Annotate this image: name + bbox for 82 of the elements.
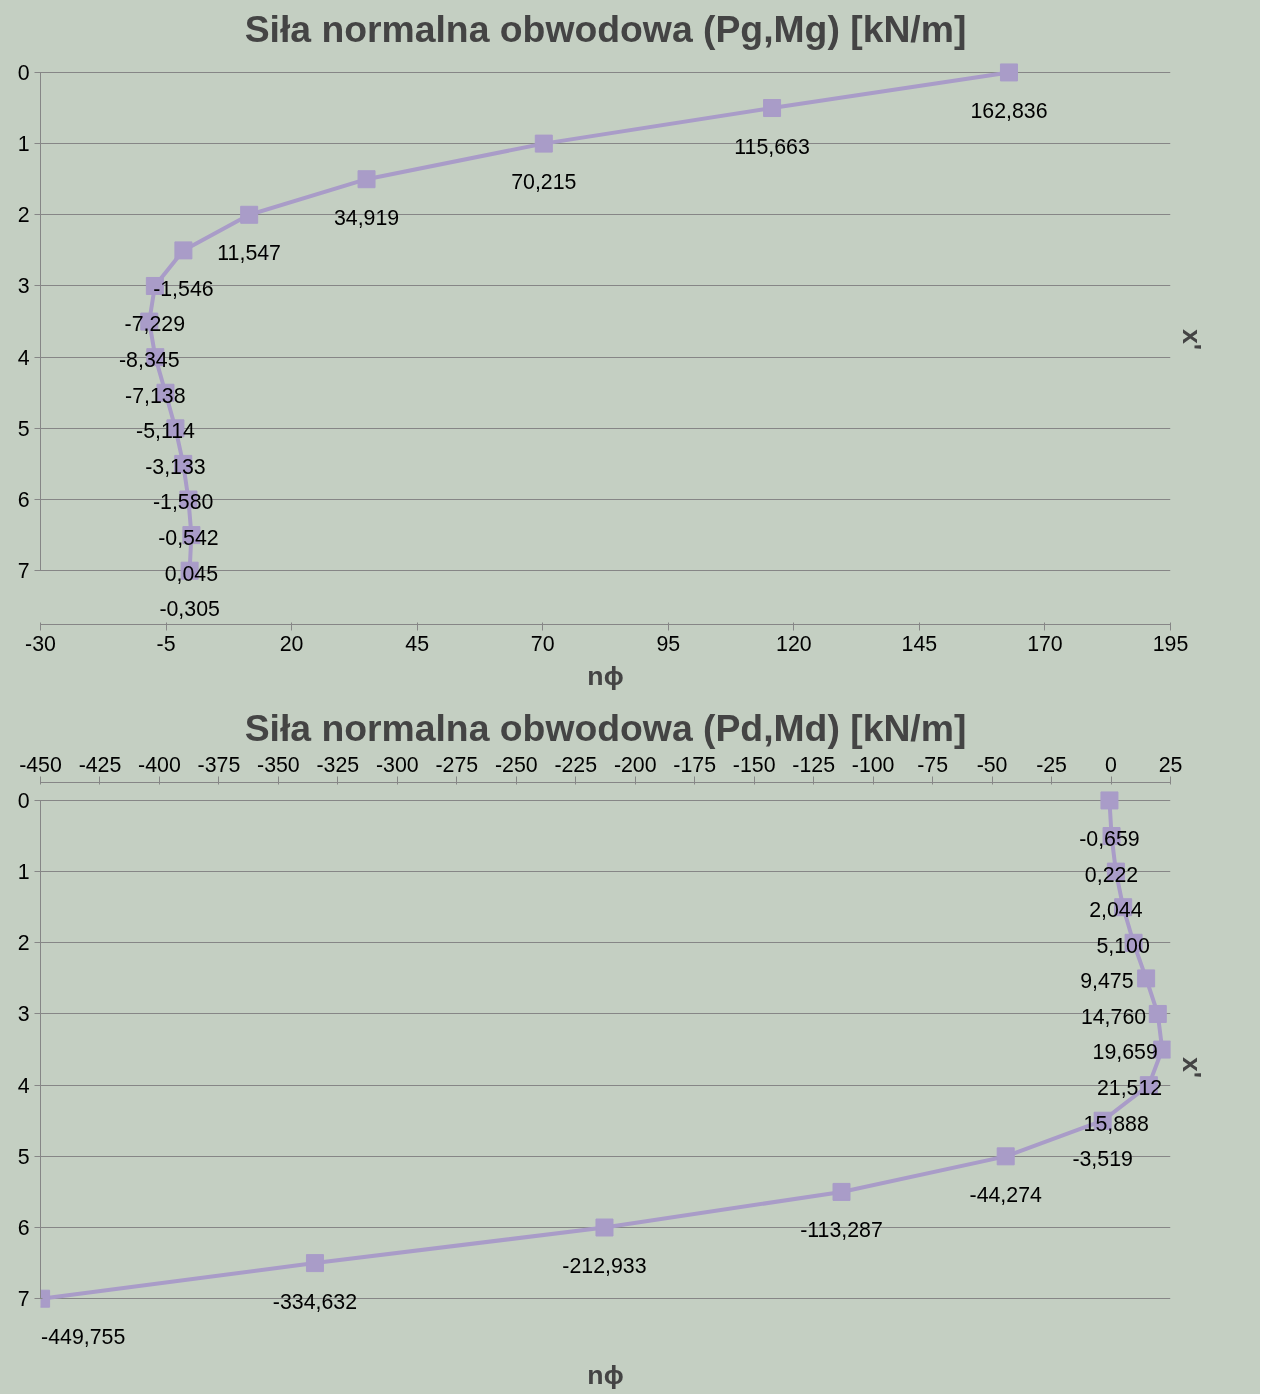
data-label: -7,138 (125, 383, 186, 408)
y-tick-label: 0 (17, 60, 30, 85)
data-label: 0,222 (1084, 862, 1139, 887)
chart-title: Siła normalna obwodowa (Pd,Md) [kN/m] (244, 706, 967, 749)
y-tick-label: 3 (17, 1002, 30, 1027)
data-label: -0,659 (1079, 826, 1140, 851)
x-tick-label: 25 (1158, 752, 1183, 777)
x-tick-label: -250 (494, 752, 538, 777)
y-tick-label: 3 (17, 274, 30, 299)
x-tick-label: -350 (257, 752, 300, 777)
y-tick-label: 4 (17, 345, 30, 370)
y-axis-title: x' (1176, 1056, 1207, 1079)
data-label: 115,663 (734, 134, 810, 159)
data-label: -5,114 (136, 419, 196, 444)
data-label: 9,475 (1080, 969, 1134, 994)
y-tick-label: 5 (17, 416, 30, 441)
x-tick-label: -425 (78, 752, 122, 777)
y-tick-label: 7 (17, 559, 30, 584)
y-tick-label: 6 (17, 1216, 30, 1241)
x-tick-label: -200 (613, 752, 657, 777)
y-tick-label: 4 (17, 1073, 30, 1098)
data-label: 0,045 (164, 561, 219, 586)
x-tick-label: -75 (917, 752, 949, 777)
data-label: -1,546 (153, 276, 214, 301)
y-tick-label: 2 (17, 931, 30, 956)
x-axis-title: nϕ (587, 660, 624, 691)
data-label: 2,044 (1089, 898, 1143, 923)
data-label: -8,345 (119, 348, 180, 373)
chart-title: Siła normalna obwodowa (Pg,Mg) [kN/m] (244, 7, 967, 50)
x-tick-label: 95 (656, 631, 681, 656)
y-tick-label: 0 (17, 788, 30, 813)
x-tick-label: -125 (792, 752, 836, 777)
data-label: -1,580 (152, 490, 214, 515)
data-label: 15,888 (1083, 1111, 1149, 1136)
data-label: -113,287 (800, 1218, 883, 1243)
y-tick-label: 7 (17, 1287, 30, 1312)
data-label: -44,274 (969, 1182, 1043, 1207)
y-tick-label: 1 (17, 860, 30, 885)
y-tick-label: 5 (17, 1144, 30, 1169)
data-label: 70,215 (511, 170, 577, 195)
x-tick-label: 70 (530, 631, 555, 656)
x-tick-label: -100 (851, 752, 895, 777)
data-label: -3,133 (145, 454, 206, 479)
y-tick-label: 1 (17, 132, 30, 157)
x-tick-label: -225 (554, 752, 598, 777)
x-tick-label: -400 (138, 752, 181, 777)
data-label: 14,760 (1080, 1004, 1147, 1029)
data-label: 19,659 (1092, 1040, 1158, 1065)
x-tick-label: -275 (435, 752, 479, 777)
x-tick-label: -175 (673, 752, 717, 777)
y-axis-title: x' (1176, 328, 1207, 351)
data-label: 21,512 (1096, 1076, 1163, 1101)
x-tick-label: 20 (279, 631, 304, 656)
y-tick-label: 2 (17, 203, 30, 228)
x-tick-label: -375 (197, 752, 241, 777)
x-tick-label: -25 (1036, 752, 1067, 777)
data-label: -3,519 (1072, 1147, 1133, 1172)
x-tick-label: -450 (19, 752, 62, 777)
x-axis-title: nϕ (587, 1359, 624, 1390)
x-tick-label: 120 (776, 631, 812, 656)
data-label: -449,755 (41, 1325, 126, 1350)
x-tick-label: 145 (901, 631, 938, 656)
x-tick-label: 170 (1027, 631, 1063, 656)
data-label: -7,229 (124, 312, 186, 337)
data-label: -0,542 (158, 526, 219, 551)
x-tick-label: 45 (405, 631, 430, 656)
data-label: 34,919 (333, 205, 400, 230)
x-tick-label: 195 (1152, 631, 1189, 656)
x-tick-label: -30 (25, 631, 57, 656)
x-tick-label: -300 (376, 752, 419, 777)
data-label: 11,547 (217, 241, 281, 266)
x-tick-label: -50 (976, 752, 1008, 777)
x-tick-label: 0 (1105, 752, 1118, 777)
data-label: -334,632 (272, 1289, 358, 1314)
x-tick-label: -325 (316, 752, 360, 777)
data-label: 162,836 (970, 98, 1048, 123)
x-tick-label: -150 (732, 752, 776, 777)
data-label: -212,933 (562, 1254, 647, 1279)
x-tick-label: -5 (156, 631, 176, 656)
y-tick-label: 6 (17, 488, 30, 513)
data-label: -0,305 (159, 597, 220, 622)
data-label: 5,100 (1096, 933, 1150, 958)
